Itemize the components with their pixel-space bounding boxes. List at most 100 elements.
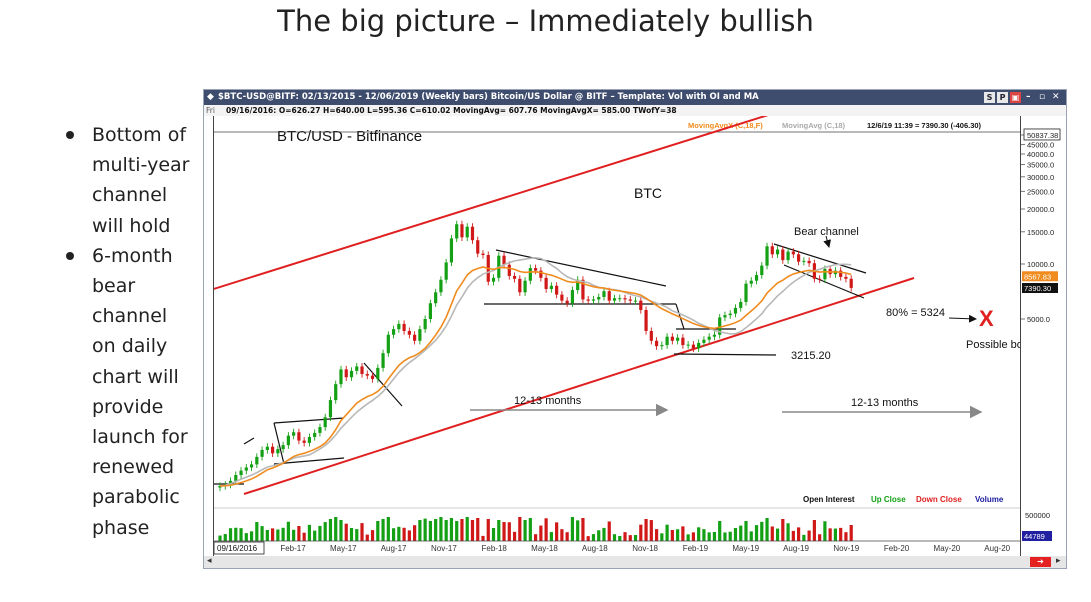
x-tick-label: Nov-19 — [833, 544, 859, 553]
volume-bar — [276, 529, 280, 541]
candle-body — [418, 329, 422, 341]
candle-body — [286, 435, 290, 446]
candle-body — [470, 226, 475, 241]
volume-bar — [681, 526, 685, 541]
candle-body — [691, 344, 695, 349]
candle-body — [249, 464, 254, 468]
volume-bar — [823, 521, 827, 541]
candle-body — [560, 294, 564, 301]
high-price-box — [1023, 128, 1061, 141]
horizontal-scrollbar[interactable]: ◂ ➜ ▸ — [204, 556, 1066, 568]
duration-label: 12-13 months — [514, 395, 582, 407]
volume-bar — [481, 535, 485, 541]
volume-bar — [339, 520, 343, 541]
candle-body — [576, 279, 580, 291]
settings-icon[interactable]: ▣ — [1010, 92, 1021, 103]
candle-body — [733, 307, 738, 314]
volume-bar — [370, 530, 375, 541]
bullet-dot-icon — [66, 251, 74, 260]
candle-body — [844, 276, 848, 279]
candle-body — [775, 249, 780, 255]
volume-bar — [239, 528, 243, 541]
bear-channel-label: Bear channel — [794, 226, 859, 238]
candle-body — [760, 265, 764, 276]
candle-body — [791, 251, 795, 255]
candle-body — [465, 226, 469, 238]
bullet-line: launch for — [92, 426, 188, 449]
price-axis: 50837.38 45000.0 40000.0 35000.0 30000.0 2500… — [1021, 116, 1066, 556]
volume-bar — [286, 521, 290, 541]
x-tick-label: Feb-18 — [482, 544, 508, 553]
volume-bar — [718, 521, 722, 541]
candle-body — [334, 384, 338, 401]
volume-bar — [307, 524, 312, 541]
volume-bar — [355, 529, 359, 541]
candle-body — [770, 246, 774, 255]
volume-bar — [434, 519, 438, 541]
s-button[interactable]: S — [984, 92, 995, 103]
candle-body — [818, 278, 822, 280]
candle-body — [218, 485, 222, 488]
scroll-left-icon[interactable]: ◂ — [207, 556, 212, 566]
price-marker-label: 7390.30 — [1024, 284, 1051, 293]
candle-body — [781, 249, 785, 261]
restore-icon[interactable]: ▫ — [1039, 92, 1046, 102]
volume-bar — [449, 518, 454, 541]
candle-body — [670, 336, 674, 341]
bullet-line: on daily — [92, 335, 168, 358]
candle-body — [476, 240, 480, 254]
candle-body — [276, 449, 280, 454]
candle-body — [365, 374, 369, 376]
volume-bar — [660, 533, 664, 541]
legend-up-close: Up Close — [871, 495, 906, 504]
bullet-line: bear — [92, 275, 136, 298]
bullet-line: Bottom of — [92, 124, 187, 146]
bullet-line: provide — [92, 395, 164, 418]
scroll-right-arrow-icon[interactable]: ➜ — [1030, 557, 1051, 567]
volume-bar — [654, 529, 659, 541]
candle-body — [644, 310, 648, 331]
candle-body — [607, 291, 611, 301]
candle-body — [786, 251, 790, 261]
candle-body — [507, 264, 511, 276]
candle-body — [528, 268, 532, 281]
volume-bar — [691, 532, 695, 541]
volume-bar — [644, 519, 648, 541]
bullet-line: parabolic — [92, 486, 180, 509]
volume-bar — [518, 517, 522, 541]
volume-bar — [839, 527, 843, 541]
volume-bar — [523, 520, 527, 541]
volume-bar — [418, 520, 422, 541]
candle-body — [712, 334, 717, 337]
volume-bar — [591, 534, 596, 541]
volume-bar — [570, 517, 575, 541]
close-icon[interactable]: ✕ — [1052, 92, 1060, 102]
minimize-icon[interactable]: – — [1026, 92, 1031, 102]
price-tick-label: 20000.0 — [1027, 205, 1054, 214]
price-tick-label: 45000.0 — [1027, 141, 1054, 150]
volume-bar — [497, 520, 501, 541]
price-marker-box — [1022, 271, 1058, 282]
x-tick-label: May-18 — [531, 544, 558, 553]
price-marker-label: 8567.83 — [1024, 272, 1051, 281]
pattern-line — [495, 249, 667, 287]
volume-bar — [476, 518, 480, 541]
quote-bar: Fri 09/16/2016: O=626.27 H=640.00 L=595.… — [204, 105, 1066, 116]
volume-bar — [328, 519, 333, 541]
plot-area: BTC/USD - Bitfinance BTC MovingAvgX (C,18,… — [213, 116, 1021, 557]
volume-bar — [470, 520, 475, 541]
candle-body — [523, 280, 527, 293]
possible-bottom-label: Possible bottom — [966, 339, 1020, 351]
candle-body — [407, 330, 411, 335]
ma-legend-simple: MovingAvg (C,18) — [782, 121, 846, 130]
volume-bar — [465, 517, 469, 541]
candle-body — [823, 268, 827, 280]
p-button[interactable]: P — [997, 92, 1008, 103]
candle-body — [602, 291, 606, 297]
target-label: 80% = 5324 — [886, 307, 945, 319]
x-tick-label: May-19 — [732, 544, 759, 553]
candle-body — [255, 456, 259, 465]
scroll-right-icon[interactable]: ▸ — [1056, 556, 1061, 566]
candle-body — [428, 303, 432, 319]
volume-bar — [665, 524, 669, 541]
